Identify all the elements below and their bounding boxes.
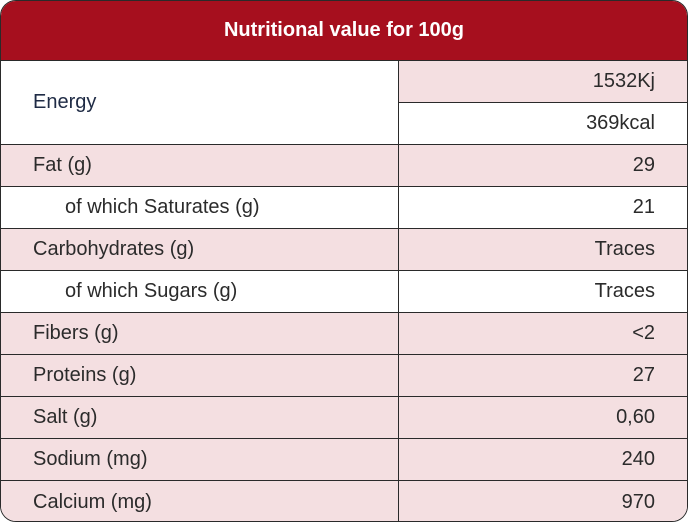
row-value: 27 <box>632 364 655 386</box>
table-row-fat: Fat (g) 29 <box>1 145 687 187</box>
row-value: Traces <box>594 280 655 302</box>
table-title: Nutritional value for 100g <box>1 1 687 61</box>
row-value: 21 <box>632 196 655 218</box>
energy-kcal-value: 369kcal <box>586 112 655 134</box>
row-label: Sodium (mg) <box>1 439 399 480</box>
row-value: 29 <box>632 154 655 176</box>
row-label: of which Saturates (g) <box>1 187 399 228</box>
row-label: Salt (g) <box>1 397 399 438</box>
table-row-sodium: Sodium (mg) 240 <box>1 439 687 481</box>
table-row-proteins: Proteins (g) 27 <box>1 355 687 397</box>
table-row-salt: Salt (g) 0,60 <box>1 397 687 439</box>
energy-row: Energy 1532Kj 369kcal <box>1 61 687 145</box>
row-value: Traces <box>594 238 655 260</box>
row-value: <2 <box>632 322 655 344</box>
row-value: 240 <box>621 448 655 470</box>
table-row-fibers: Fibers (g) <2 <box>1 313 687 355</box>
table-row-saturates: of which Saturates (g) 21 <box>1 187 687 229</box>
row-label: of which Sugars (g) <box>1 271 399 312</box>
energy-label: Energy <box>1 61 399 144</box>
row-label: Carbohydrates (g) <box>1 229 399 270</box>
energy-kj-value: 1532Kj <box>399 61 687 103</box>
table-row-calcium: Calcium (mg) 970 <box>1 481 687 521</box>
row-label: Proteins (g) <box>1 355 399 396</box>
row-label: Fat (g) <box>1 145 399 186</box>
row-value: 0,60 <box>616 406 655 428</box>
row-label: Fibers (g) <box>1 313 399 354</box>
row-label: Calcium (mg) <box>1 481 399 521</box>
row-value: 970 <box>621 490 655 513</box>
energy-values: 1532Kj 369kcal <box>399 61 687 144</box>
table-row-carbohydrates: Carbohydrates (g) Traces <box>1 229 687 271</box>
table-row-sugars: of which Sugars (g) Traces <box>1 271 687 313</box>
